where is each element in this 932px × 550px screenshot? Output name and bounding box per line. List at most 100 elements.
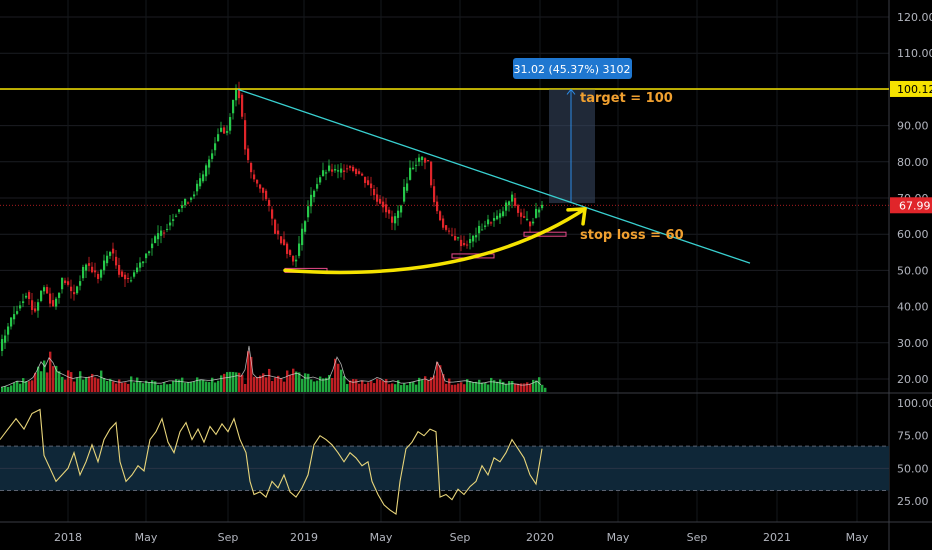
candle-body [175, 215, 178, 217]
volume-bar [505, 383, 508, 392]
candle-body [373, 188, 376, 196]
volume-bar [304, 373, 307, 392]
volume-bar [352, 379, 355, 392]
volume-bar [85, 377, 88, 392]
candle-body [394, 216, 397, 224]
candle-body [346, 168, 349, 170]
volume-bar [154, 381, 157, 392]
candle-body [76, 286, 79, 294]
volume-bar [481, 382, 484, 392]
candle-body [142, 261, 145, 264]
volume-bar [517, 383, 520, 392]
volume-bar [343, 376, 346, 392]
candle-body [121, 271, 124, 277]
candle-body [295, 259, 298, 262]
volume-bar [91, 373, 94, 392]
volume-bar [31, 380, 34, 392]
candle-body [523, 216, 526, 218]
volume-bar [52, 366, 55, 392]
volume-bar [502, 381, 505, 392]
candle-body [160, 230, 163, 236]
measure-arrow-head [566, 88, 576, 95]
candle-body [265, 190, 268, 200]
candle-body [433, 186, 436, 203]
volume-bar [535, 380, 538, 392]
candle-body [322, 170, 325, 177]
candle-body [109, 251, 112, 256]
candle-body [52, 300, 55, 307]
volume-bar [508, 381, 511, 392]
candle-body [535, 208, 538, 218]
candle-body [292, 255, 295, 262]
volume-bar [142, 383, 145, 392]
candle-body [472, 235, 475, 242]
volume-bar [361, 380, 364, 392]
volume-bar [379, 379, 382, 392]
volume-bar [208, 382, 211, 392]
volume-bar [526, 382, 529, 392]
volume-bar [364, 383, 367, 392]
volume-bar [412, 382, 415, 392]
volume-bar [544, 387, 547, 392]
time-tick-label: 2018 [54, 531, 82, 544]
volume-bar [370, 381, 373, 392]
volume-bar [46, 372, 49, 392]
volume-bar [76, 377, 79, 392]
time-tick-label: Sep [450, 531, 471, 544]
volume-bar [337, 363, 340, 392]
candle-body [280, 236, 283, 244]
volume-bar [385, 379, 388, 392]
volume-bar [100, 370, 103, 392]
candle-body [199, 178, 202, 187]
volume-bar [439, 365, 442, 392]
candle-body [430, 161, 433, 186]
volume-bar [328, 375, 331, 392]
candle-body [16, 311, 19, 314]
volume-bar [460, 382, 463, 392]
volume-bar [202, 379, 205, 392]
candle-body [364, 177, 367, 183]
price-tick-label: 60.00 [897, 228, 929, 241]
volume-bar [184, 382, 187, 392]
volume-bar [82, 379, 85, 392]
volume-bar [334, 358, 337, 392]
candle-body [268, 200, 271, 206]
volume-bar [520, 383, 523, 392]
candle-body [256, 179, 259, 184]
candle-body [454, 236, 457, 241]
volume-bar [49, 351, 52, 392]
time-tick-label: May [135, 531, 158, 544]
axes: 20.0030.0040.0050.0060.0070.0080.0090.00… [54, 11, 932, 544]
candle-body [340, 168, 343, 173]
volume-bar [232, 371, 235, 392]
candle-body [436, 201, 439, 212]
candle-body [205, 165, 208, 177]
candle-body [193, 194, 196, 197]
measure-label-box [513, 58, 632, 79]
time-tick-label: May [370, 531, 393, 544]
candle-body [316, 184, 319, 189]
volume-bar [226, 372, 229, 392]
candle-body [406, 183, 409, 191]
volume-bar [274, 377, 277, 392]
volume-bar [331, 378, 334, 392]
volume-bar [244, 383, 247, 392]
candle-body [349, 166, 352, 168]
volume-bar [190, 382, 193, 392]
candle-body [298, 243, 301, 256]
volume-bar [373, 383, 376, 392]
candle-body [457, 237, 460, 239]
volume-bar [61, 376, 64, 392]
candle-body [172, 219, 175, 221]
candle-body [469, 239, 472, 243]
volume-bar [319, 376, 322, 392]
candle-body [538, 209, 541, 213]
candle-body [61, 277, 64, 290]
candle-body [115, 256, 118, 266]
overlays [0, 58, 889, 275]
volume-bar [250, 356, 253, 392]
candle-body [388, 209, 391, 214]
volume-bar [34, 372, 37, 392]
candle-body [139, 262, 142, 268]
candle-body [367, 180, 370, 185]
